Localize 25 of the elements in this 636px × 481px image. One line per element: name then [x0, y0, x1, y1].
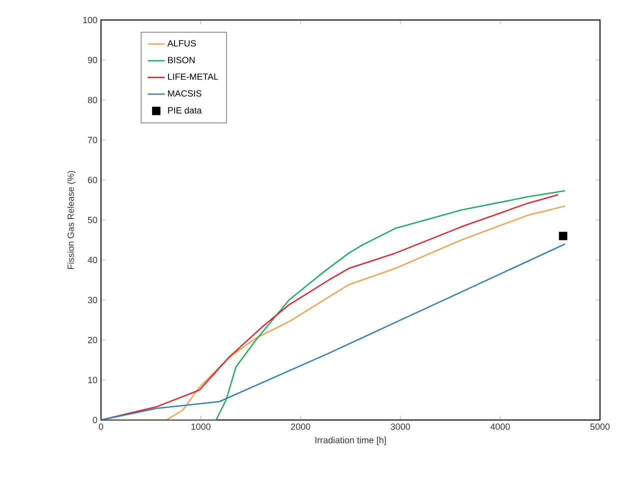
y-tick-label: 40 [88, 256, 98, 264]
x-tick-label: 1000 [192, 424, 210, 430]
y-tick-label: 0 [92, 416, 98, 424]
legend-label: BISON [168, 56, 195, 64]
line-series [101, 243, 566, 420]
legend-label: LIFE-METAL [168, 74, 218, 80]
y-tick-label: 80 [88, 96, 98, 104]
legend-label: ALFUS [167, 40, 196, 47]
x-axis-title: Irradiation time [h] [315, 436, 386, 446]
x-tick-label: 4000 [490, 424, 510, 430]
y-tick-label: 60 [88, 176, 98, 184]
y-tick-label: 70 [88, 136, 98, 144]
legend-label: PIE data [168, 106, 202, 114]
x-tick-label: 0 [98, 424, 104, 430]
y-tick-label: 20 [88, 336, 98, 344]
y-axis-title: Fission Gas Release (%) [67, 170, 76, 269]
legend-label: MACSIS [168, 90, 202, 97]
x-tick-label: 2000 [291, 424, 310, 430]
y-tick-label: 100 [83, 16, 98, 24]
y-tick-label: 10 [88, 376, 98, 384]
y-tick-label: 30 [88, 296, 98, 304]
y-tick-label: 50 [88, 216, 98, 224]
y-tick-label: 90 [88, 56, 98, 64]
x-tick-label: 3000 [390, 424, 410, 430]
x-tick-label: 5000 [590, 424, 610, 430]
